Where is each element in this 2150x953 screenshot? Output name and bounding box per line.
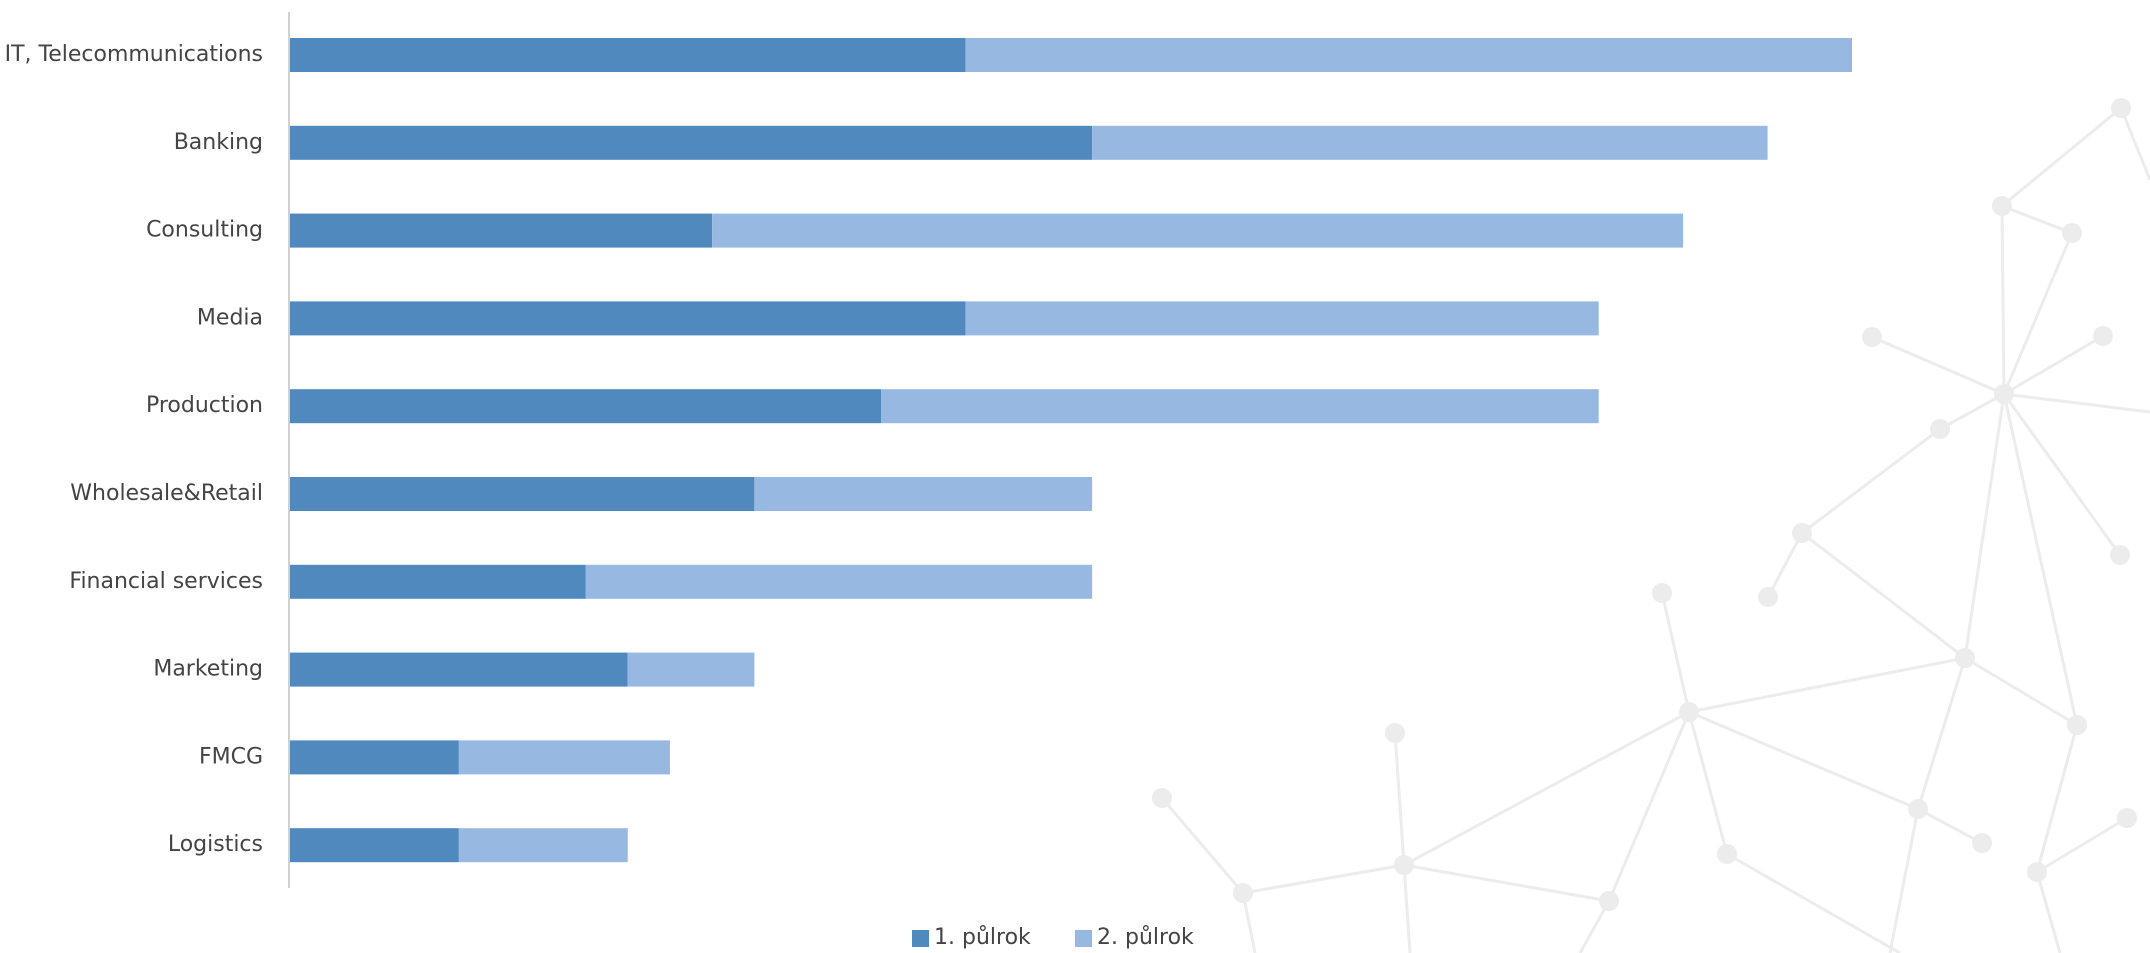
bar-segment (754, 477, 1093, 511)
bar-segment (458, 828, 628, 863)
bar-segment (627, 652, 755, 687)
bar-segment (712, 213, 1684, 248)
background-network (1152, 98, 2150, 953)
bar-segment (290, 652, 628, 687)
bar-segment (290, 564, 586, 599)
y-tick-label: Media (197, 305, 263, 330)
legend-swatch (1075, 930, 1092, 947)
bar-segment (290, 213, 713, 248)
bar-segment (1092, 125, 1768, 160)
bar-segment (881, 389, 1599, 424)
bar-segment (290, 301, 966, 336)
y-tick-label: IT, Telecommunications (5, 42, 263, 67)
y-tick-label: Logistics (168, 832, 263, 857)
y-tick-label: Banking (174, 130, 263, 155)
legend-label: 2. půlrok (1097, 925, 1194, 950)
bar-segment (290, 828, 459, 863)
y-tick-label: Financial services (69, 569, 263, 594)
bar-segment (290, 38, 966, 72)
bar-segment (290, 477, 755, 511)
legend-swatch (912, 930, 929, 947)
y-tick-label: FMCG (199, 744, 263, 769)
y-tick-label: Production (146, 393, 263, 418)
bar-segment (965, 301, 1599, 336)
y-tick-label: Wholesale&Retail (70, 481, 263, 506)
bar-segment (290, 740, 459, 775)
bar-segment (585, 564, 1093, 599)
bar-segment (290, 389, 882, 424)
bar-segment (458, 740, 670, 775)
legend-label: 1. půlrok (934, 925, 1031, 950)
bar-segment (290, 125, 1093, 160)
y-tick-label: Marketing (153, 657, 263, 682)
bar-segment (965, 38, 1852, 72)
y-tick-label: Consulting (146, 218, 263, 243)
